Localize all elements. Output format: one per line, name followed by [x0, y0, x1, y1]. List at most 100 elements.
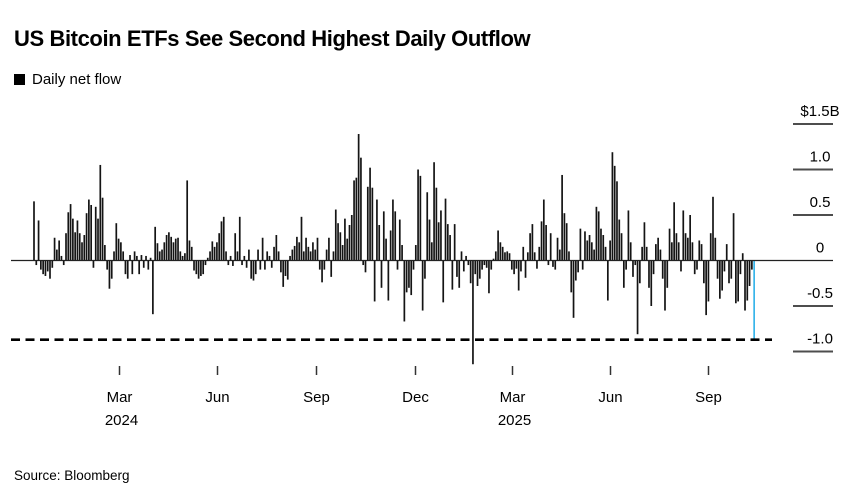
daily-flow-bar: [494, 251, 497, 261]
daily-flow-bar: [735, 260, 737, 304]
daily-flow-bar: [586, 240, 589, 261]
x-axis-year-label: 2024: [105, 412, 138, 429]
daily-flow-bar: [696, 260, 698, 270]
daily-flow-bar: [197, 260, 200, 279]
daily-flow-bar: [689, 215, 691, 261]
daily-flow-bar: [602, 235, 605, 261]
daily-flow-bar: [593, 249, 595, 261]
daily-flow-bar: [195, 260, 198, 275]
daily-flow-bar: [222, 216, 225, 261]
daily-flow-bar: [751, 260, 753, 270]
x-axis-year-label: 2025: [498, 412, 531, 429]
daily-flow-bar: [719, 260, 721, 299]
daily-flow-bar: [186, 180, 189, 261]
daily-flow-bar: [490, 260, 493, 270]
daily-flow-bar: [216, 242, 218, 261]
daily-flow-bar: [588, 235, 591, 261]
daily-flow-bar: [241, 260, 243, 266]
daily-flow-bar: [83, 235, 86, 261]
daily-flow-bar: [334, 209, 337, 261]
daily-flow-bar: [168, 232, 170, 261]
daily-flow-bar: [362, 260, 365, 266]
daily-flow-bar: [51, 260, 54, 268]
daily-flow-bar: [330, 260, 333, 277]
daily-flow-bar: [677, 242, 680, 261]
daily-flow-bar: [154, 226, 157, 261]
daily-flow-bar: [478, 260, 481, 279]
daily-flow-bar: [744, 260, 746, 311]
daily-flow-bar: [698, 240, 701, 261]
daily-flow-bar: [636, 260, 639, 335]
daily-flow-bar: [517, 260, 520, 291]
daily-flow-bar: [547, 260, 550, 266]
daily-flow-bar: [652, 260, 655, 275]
daily-flow-bar: [46, 260, 49, 272]
y-axis-label: $1.5B: [800, 103, 839, 120]
daily-flow-bar: [298, 242, 301, 261]
daily-flow-bar: [488, 260, 490, 294]
daily-flow-bar: [323, 260, 326, 270]
daily-flow-bar: [561, 174, 563, 261]
daily-flow-bar: [671, 242, 673, 261]
daily-flow-bar: [529, 233, 531, 261]
daily-flow-bar: [270, 260, 273, 268]
daily-flow-bar: [645, 246, 648, 261]
daily-flow-bar: [378, 225, 381, 261]
daily-flow-bar: [56, 249, 58, 261]
daily-flow-bar: [110, 260, 113, 279]
daily-flow-bar: [716, 260, 719, 279]
daily-flow-bar: [572, 260, 575, 318]
daily-flow-bar: [280, 260, 282, 273]
daily-flow-bar: [554, 260, 557, 270]
daily-flow-bar: [590, 242, 593, 261]
daily-flow-bar: [673, 202, 675, 261]
daily-flow-bar: [341, 245, 344, 261]
daily-flow-bar: [165, 235, 168, 261]
daily-flow-bar: [472, 260, 474, 365]
daily-flow-bar: [442, 260, 445, 303]
daily-flow-bar: [515, 260, 518, 269]
daily-flow-bar: [387, 260, 390, 301]
daily-flow-bar: [78, 233, 81, 261]
daily-flow-bar: [369, 167, 371, 261]
daily-flow-bar: [595, 206, 598, 261]
source-text: Source: Bloomberg: [14, 468, 130, 483]
daily-flow-bar: [435, 187, 438, 261]
daily-flow-bar: [136, 255, 138, 261]
daily-flow-bar: [293, 245, 296, 261]
daily-flow-bar: [538, 246, 541, 261]
daily-flow-bar: [58, 240, 60, 261]
daily-flow-bar: [289, 255, 291, 261]
daily-flow-bar: [444, 198, 447, 261]
daily-flow-bar: [204, 260, 207, 266]
daily-flow-bar: [712, 196, 714, 261]
daily-flow-bar: [321, 260, 323, 283]
daily-flow-bar: [316, 237, 319, 261]
daily-flow-bar: [72, 218, 74, 261]
daily-flow-bar: [163, 242, 166, 261]
daily-flow-bar: [209, 251, 211, 261]
daily-flow-bar: [563, 213, 566, 261]
daily-flow-bar: [172, 242, 175, 261]
x-axis-label: Jun: [205, 389, 229, 406]
daily-flow-bar: [318, 260, 321, 270]
daily-flow-bar: [524, 260, 527, 278]
daily-flow-bar: [81, 242, 83, 261]
daily-flow-bar: [348, 225, 351, 261]
daily-flow-bar: [236, 251, 239, 261]
daily-flow-bar: [433, 162, 435, 261]
daily-flow-bar: [707, 260, 710, 302]
daily-flow-bar: [161, 249, 163, 261]
daily-flow-bar: [469, 260, 472, 284]
daily-flow-bar: [122, 251, 125, 261]
daily-flow-bar: [129, 255, 131, 261]
daily-flow-bar: [430, 242, 433, 261]
x-axis-label: Dec: [402, 389, 429, 406]
daily-flow-bar: [408, 260, 410, 288]
daily-flow-bar: [149, 257, 152, 261]
daily-flow-bar: [732, 213, 735, 261]
daily-flow-bar: [474, 260, 477, 275]
daily-flow-bar: [179, 251, 182, 261]
daily-flow-bar: [684, 233, 687, 261]
daily-flow-bar: [69, 204, 72, 261]
